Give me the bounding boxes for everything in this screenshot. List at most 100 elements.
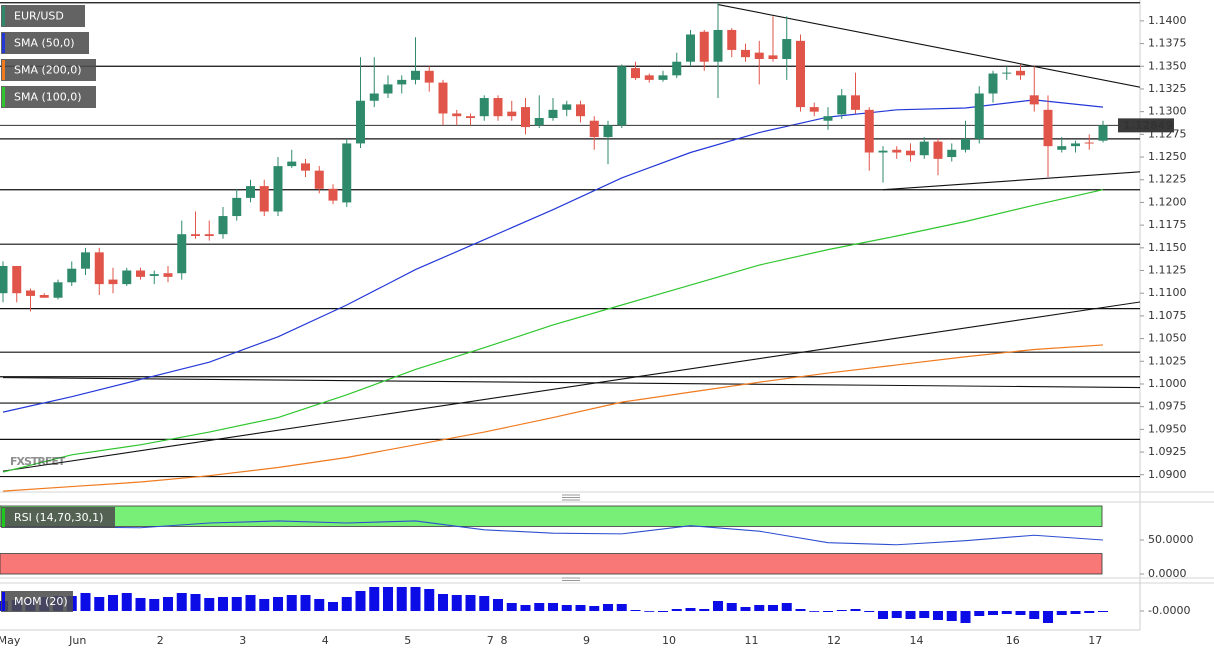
legend-entry-swatch [2, 87, 5, 107]
momentum-bar [974, 611, 985, 616]
momentum-bar [905, 611, 916, 619]
y-tick-label: 1.0975 [1148, 400, 1187, 413]
momentum-bar [1070, 611, 1081, 614]
y-tick-label: 1.1375 [1148, 37, 1187, 50]
x-tick-label: 14 [910, 634, 924, 647]
x-tick-label: 11 [745, 634, 759, 647]
momentum-bar [534, 603, 545, 611]
momentum-bar [1056, 611, 1067, 615]
momentum-bar [644, 611, 655, 612]
momentum-bar [190, 594, 201, 611]
candle-body [328, 188, 338, 201]
y-tick-label: 1.0950 [1148, 422, 1187, 435]
candle-body [562, 104, 572, 110]
momentum-bar [658, 611, 668, 612]
momentum-bar [685, 608, 696, 611]
momentum-bar [795, 609, 806, 611]
candle-body [974, 93, 984, 139]
candle-body [576, 104, 585, 117]
momentum-bar [561, 605, 572, 611]
momentum-bar [300, 595, 311, 611]
candle-body [892, 149, 902, 153]
momentum-bar [960, 611, 971, 623]
momentum-bar [396, 587, 407, 611]
candle-body [479, 98, 489, 117]
candle-body [67, 268, 77, 283]
candle-body [81, 252, 90, 269]
candle-body [246, 186, 255, 198]
x-tick-label: May [0, 634, 21, 647]
legend-symbol: EUR/USD [14, 10, 64, 23]
candle-body [493, 98, 503, 117]
momentum-bar [726, 603, 737, 611]
candle-body [713, 29, 723, 62]
legend-entry-swatch [2, 33, 5, 53]
candle-body [906, 150, 915, 156]
candle-body [1029, 95, 1039, 105]
momentum-bar [933, 611, 943, 620]
x-tick-label: 16 [1006, 634, 1020, 647]
momentum-bar [493, 599, 503, 611]
resize-grip[interactable] [562, 577, 580, 581]
y-tick-label: 1.1175 [1148, 218, 1187, 231]
candle-body [108, 279, 118, 285]
candle-body [26, 290, 35, 296]
candle-body [383, 84, 393, 94]
indicator-label-box [1, 507, 115, 528]
candle-body [163, 273, 173, 277]
y-tick-label: 1.0925 [1148, 445, 1187, 458]
x-tick-label: 17 [1088, 634, 1102, 647]
candle-body [947, 149, 957, 158]
y-tick-label: 1.1250 [1148, 150, 1187, 163]
momentum-bar [836, 610, 847, 611]
x-tick-label: 3 [239, 634, 246, 647]
candle-body [768, 55, 778, 60]
momentum-bar [548, 603, 558, 611]
momentum-bar [1098, 611, 1108, 612]
momentum-bar [355, 591, 366, 611]
candle-body [603, 125, 613, 138]
candle-body [452, 113, 462, 117]
y-tick-label: 0.0000 [1148, 567, 1187, 580]
momentum-bar [424, 589, 435, 611]
candle-body [754, 52, 764, 60]
candle-body [521, 107, 530, 128]
candle-body [534, 118, 544, 126]
candle-body [988, 73, 998, 94]
candle-body [617, 66, 627, 126]
momentum-bar [878, 611, 888, 619]
y-tick-label: -0.0000 [1148, 604, 1190, 617]
candle-body [809, 107, 819, 112]
momentum-bar [616, 604, 627, 611]
last-price-label: 1.12849 [1123, 119, 1173, 132]
momentum-bar [891, 611, 902, 618]
y-tick-label: 1.1325 [1148, 82, 1187, 95]
sma-line [2, 99, 1104, 413]
legend-entry: SMA (50,0) [14, 37, 75, 50]
momentum-bar [864, 611, 875, 612]
trend-line [882, 171, 1140, 191]
candle-body [727, 29, 737, 50]
candle-body [218, 216, 228, 235]
candle-body [589, 120, 599, 138]
candle-body [136, 270, 145, 277]
candle-body [1084, 142, 1094, 144]
momentum-bar [176, 593, 187, 611]
x-tick-label: 2 [157, 634, 164, 647]
candle-body [301, 163, 310, 171]
momentum-bar [781, 603, 792, 611]
last-price-box [1118, 118, 1174, 133]
candle-body [507, 111, 517, 117]
y-tick-label: 1.1225 [1148, 173, 1187, 186]
momentum-bar [94, 597, 105, 611]
resize-grip[interactable] [562, 494, 580, 501]
price-plot [0, 2, 1140, 492]
y-tick-label: 1.1025 [1148, 354, 1187, 367]
momentum-bar [231, 597, 242, 611]
candle-body [204, 234, 214, 237]
candle-body [631, 68, 640, 79]
momentum-bar [286, 595, 297, 611]
candle-body [39, 295, 49, 298]
